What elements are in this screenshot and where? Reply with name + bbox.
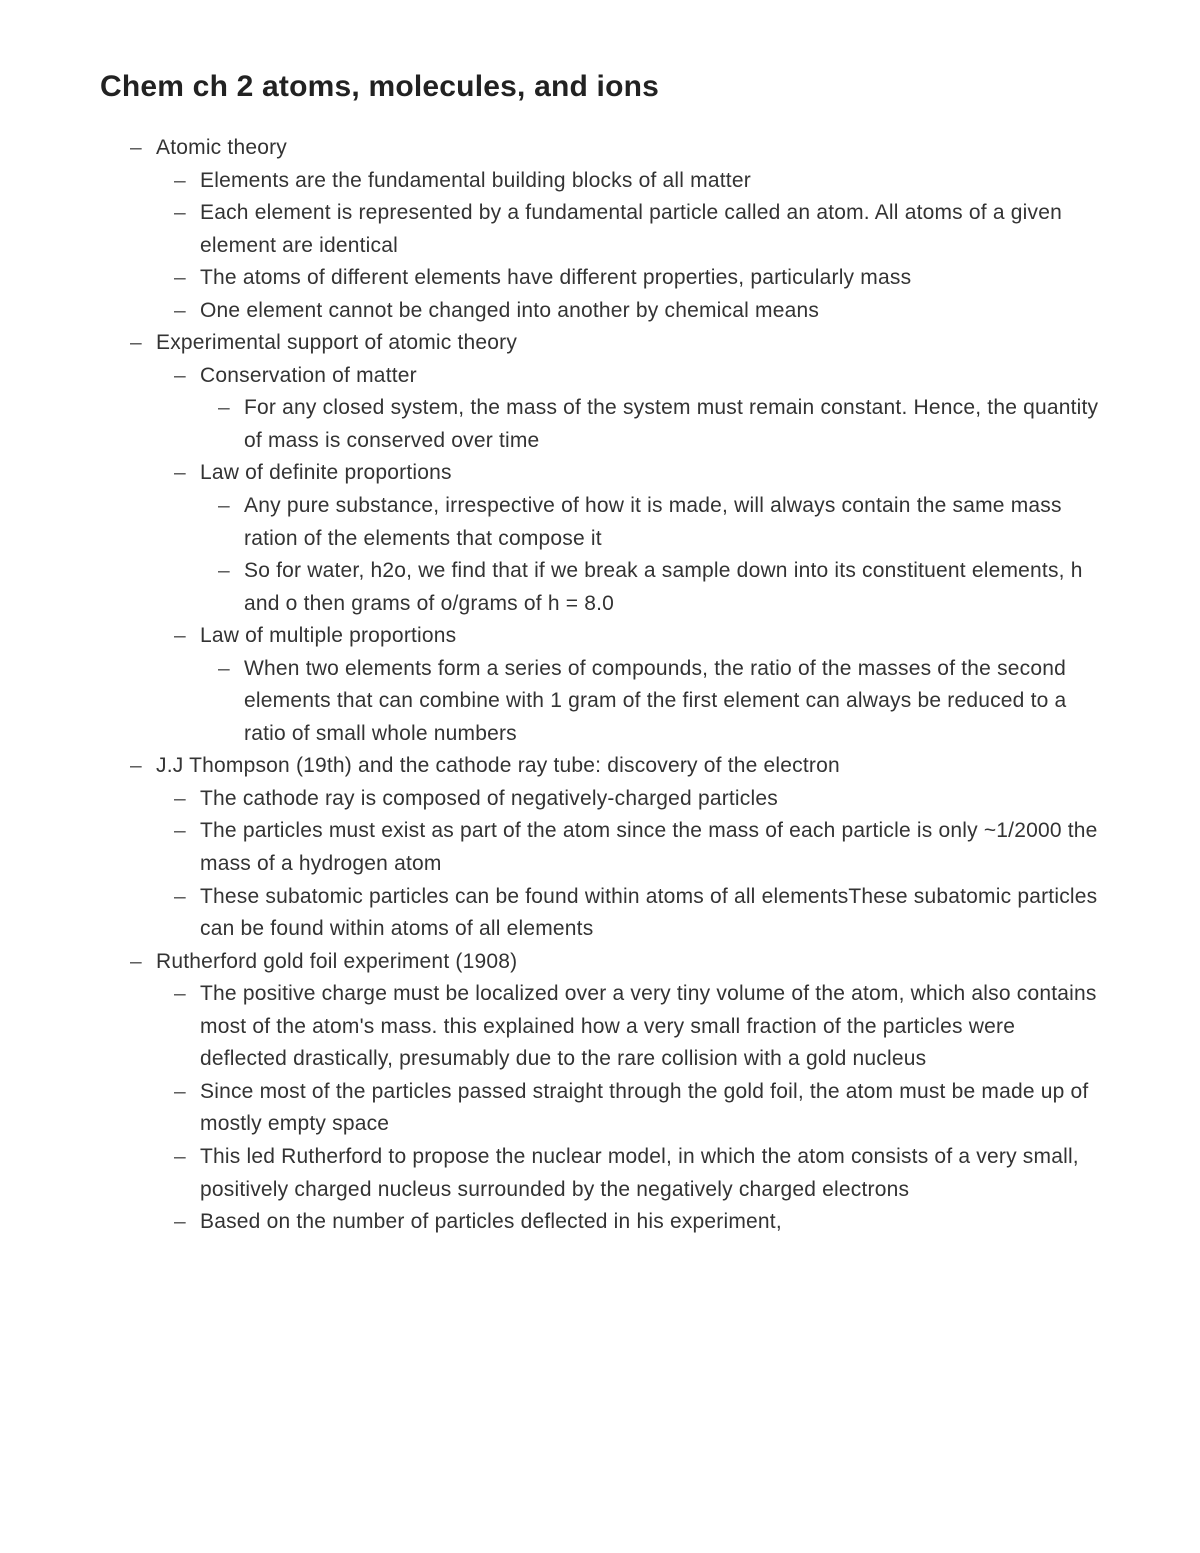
outline-item: Law of definite proportions bbox=[164, 457, 1100, 490]
outline-item: Conservation of matter bbox=[164, 360, 1100, 393]
outline-item: Based on the number of particles deflect… bbox=[164, 1206, 1100, 1239]
outline-item: Atomic theory bbox=[120, 132, 1100, 165]
outline-item: The atoms of different elements have dif… bbox=[164, 262, 1100, 295]
outline-item: This led Rutherford to propose the nucle… bbox=[164, 1141, 1100, 1206]
outline-item: Each element is represented by a fundame… bbox=[164, 197, 1100, 262]
outline-item: Since most of the particles passed strai… bbox=[164, 1076, 1100, 1141]
outline-item: J.J Thompson (19th) and the cathode ray … bbox=[120, 750, 1100, 783]
outline-item: Any pure substance, irrespective of how … bbox=[208, 490, 1100, 555]
outline-item: Experimental support of atomic theory bbox=[120, 327, 1100, 360]
outline-item: So for water, h2o, we find that if we br… bbox=[208, 555, 1100, 620]
outline-item: Rutherford gold foil experiment (1908) bbox=[120, 946, 1100, 979]
outline-item: One element cannot be changed into anoth… bbox=[164, 295, 1100, 328]
outline-item: Law of multiple proportions bbox=[164, 620, 1100, 653]
outline-item: When two elements form a series of compo… bbox=[208, 653, 1100, 751]
outline-item: The positive charge must be localized ov… bbox=[164, 978, 1100, 1076]
outline-item: For any closed system, the mass of the s… bbox=[208, 392, 1100, 457]
outline-item: Elements are the fundamental building bl… bbox=[164, 165, 1100, 198]
page-title: Chem ch 2 atoms, molecules, and ions bbox=[100, 70, 1100, 104]
outline-item: These subatomic particles can be found w… bbox=[164, 881, 1100, 946]
outline-list: Atomic theoryElements are the fundamenta… bbox=[100, 132, 1100, 1239]
outline-item: The cathode ray is composed of negativel… bbox=[164, 783, 1100, 816]
outline-item: The particles must exist as part of the … bbox=[164, 815, 1100, 880]
